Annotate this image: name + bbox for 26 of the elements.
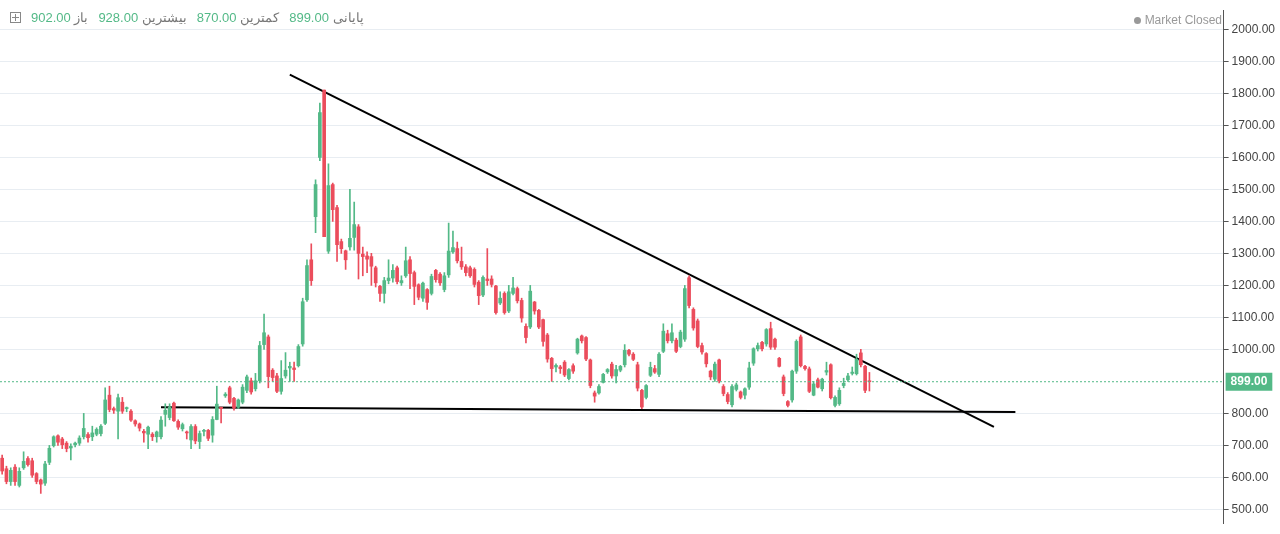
y-tick-label: 1000.00 <box>1231 341 1276 356</box>
y-tick-label: 1100.00 <box>1231 309 1275 324</box>
candlestick <box>554 363 558 373</box>
candlestick <box>558 365 563 374</box>
candlestick <box>485 248 490 286</box>
candlestick <box>142 429 146 443</box>
y-tick-label: 1500.00 <box>1231 181 1276 196</box>
candlestick <box>69 443 73 461</box>
candlestick <box>292 361 296 382</box>
y-tick-label: 600.00 <box>1231 469 1269 484</box>
candlestick <box>219 406 223 424</box>
y-tick-label: 500.00 <box>1231 501 1269 516</box>
y-tick-label: 1300.00 <box>1231 245 1276 260</box>
y-tick-label: 800.00 <box>1231 405 1269 420</box>
ref-line-label: 899.00 <box>1230 374 1268 389</box>
y-tick-label: 1200.00 <box>1231 277 1276 292</box>
y-tick-label: 700.00 <box>1231 437 1269 452</box>
y-tick-label: 1400.00 <box>1231 213 1276 228</box>
y-tick-label: 1600.00 <box>1231 149 1276 164</box>
y-tick-label: 1900.00 <box>1231 53 1276 68</box>
candlestick <box>348 189 352 251</box>
annotation: Market Closed <box>1144 13 1222 27</box>
candlestick <box>360 246 365 277</box>
y-tick-label: 2000.00 <box>1231 21 1276 36</box>
y-tick-label: 1800.00 <box>1231 85 1276 100</box>
y-tick-label: 1700.00 <box>1231 117 1276 132</box>
